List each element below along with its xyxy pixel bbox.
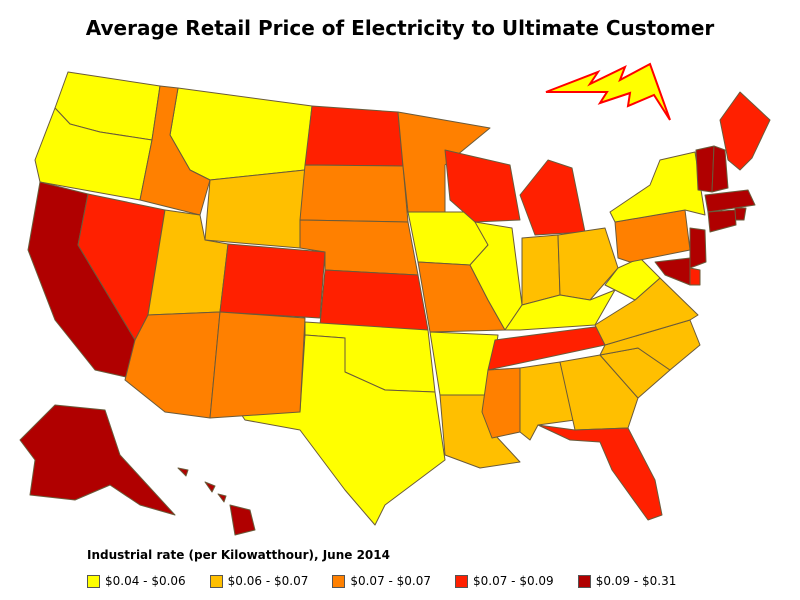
legend-title: Industrial rate (per Kilowatthour), June… — [87, 548, 390, 562]
legend-label: $0.07 - $0.07 — [350, 574, 432, 588]
state-ct — [707, 209, 737, 233]
legend-swatch — [577, 574, 591, 588]
state-ga — [559, 354, 639, 431]
state-sd — [299, 164, 409, 223]
state-md — [654, 257, 691, 286]
state-nh — [711, 145, 729, 193]
state-fl — [537, 424, 663, 521]
state-hi — [177, 467, 256, 536]
state-oh — [557, 227, 619, 301]
legend: $0.04 - $0.06 $0.06 - $0.07 $0.07 - $0.0… — [87, 574, 700, 588]
legend-label: $0.09 - $0.31 — [595, 574, 677, 588]
state-ks — [319, 269, 429, 331]
state-ak — [19, 404, 176, 516]
state-vt — [695, 145, 715, 193]
state-in — [521, 234, 561, 306]
map-title: Average Retail Price of Electricity to U… — [85, 16, 715, 40]
legend-item: $0.04 - $0.06 — [87, 574, 186, 588]
legend-item: $0.07 - $0.09 — [455, 574, 554, 588]
lightning-bolt-icon — [545, 62, 671, 121]
legend-item: $0.06 - $0.07 — [209, 574, 309, 588]
state-mt — [169, 87, 313, 181]
state-nd — [304, 105, 404, 167]
legend-swatch — [87, 574, 100, 588]
state-wy — [204, 169, 306, 249]
state-il — [469, 221, 523, 331]
state-ny — [609, 151, 706, 223]
legend-label: $0.07 - $0.09 — [473, 574, 554, 588]
state-nm — [209, 311, 306, 419]
legend-label: $0.04 - $0.06 — [105, 574, 186, 588]
state-ma — [704, 189, 756, 213]
legend-swatch — [455, 574, 469, 588]
state-ky — [504, 289, 616, 331]
legend-label: $0.06 - $0.07 — [227, 574, 309, 588]
state-wi — [444, 149, 521, 223]
legend-swatch — [332, 574, 346, 588]
state-ms — [481, 367, 521, 439]
legend-item: $0.09 - $0.31 — [577, 574, 677, 588]
state-de — [689, 267, 701, 286]
state-me — [719, 91, 771, 171]
legend-item: $0.07 - $0.07 — [332, 574, 431, 588]
state-ri — [734, 207, 747, 221]
state-nj — [689, 227, 707, 269]
state-mi — [519, 159, 586, 236]
state-co — [219, 243, 326, 319]
legend-swatch — [209, 574, 223, 588]
